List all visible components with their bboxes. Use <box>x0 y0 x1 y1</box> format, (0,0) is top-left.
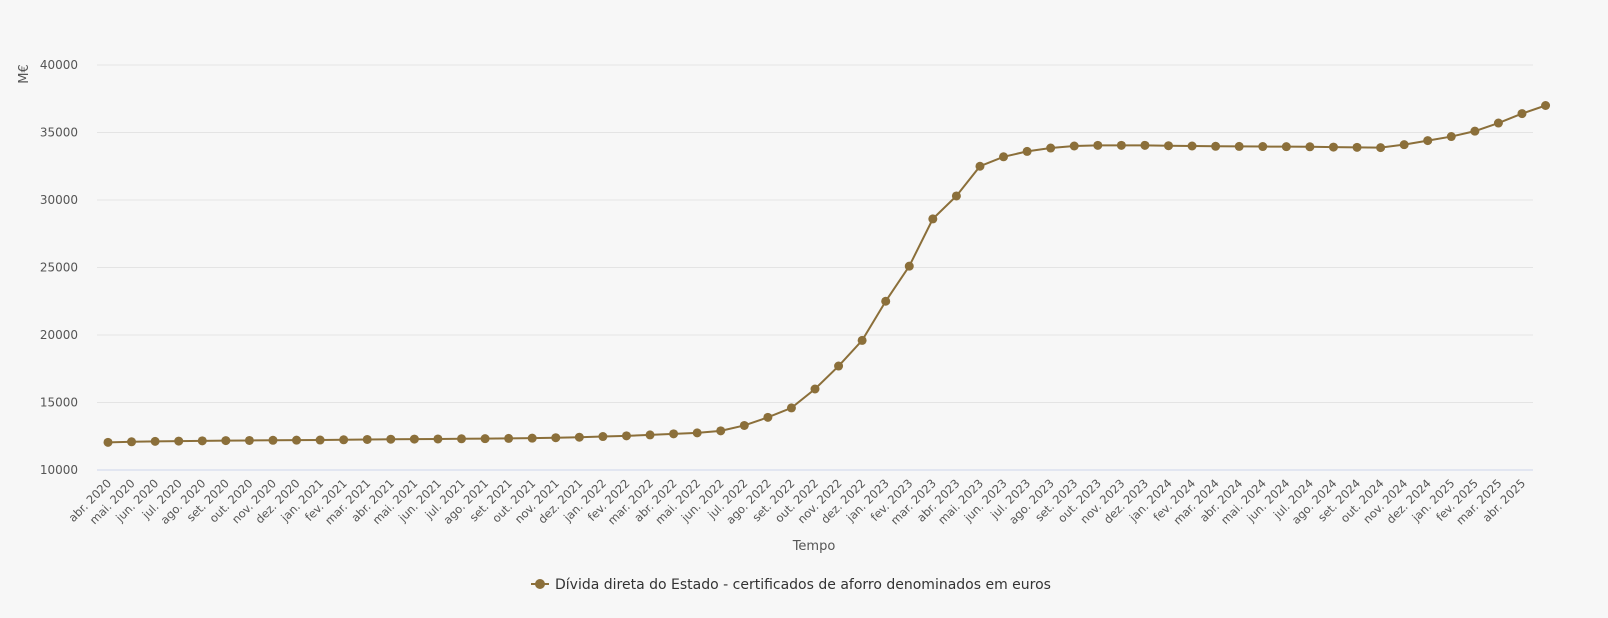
data-point[interactable] <box>150 436 160 446</box>
data-point[interactable] <box>244 435 254 445</box>
y-tick-label: 30000 <box>40 193 78 207</box>
data-point[interactable] <box>433 434 443 444</box>
data-point[interactable] <box>786 403 796 413</box>
data-point[interactable] <box>527 433 537 443</box>
data-point[interactable] <box>574 432 584 442</box>
data-point[interactable] <box>669 429 679 439</box>
data-point[interactable] <box>999 152 1009 162</box>
data-point[interactable] <box>834 361 844 371</box>
data-point[interactable] <box>1281 142 1291 152</box>
legend[interactable]: Dívida direta do Estado - certificados d… <box>531 577 1051 593</box>
data-point[interactable] <box>1423 136 1433 146</box>
data-point[interactable] <box>315 435 325 445</box>
data-point[interactable] <box>1069 141 1079 151</box>
data-point[interactable] <box>504 433 514 443</box>
y-tick-label: 25000 <box>40 261 78 275</box>
y-tick-label: 35000 <box>40 126 78 140</box>
data-point[interactable] <box>409 434 419 444</box>
data-point[interactable] <box>551 433 561 443</box>
data-point[interactable] <box>1093 140 1103 150</box>
data-point[interactable] <box>174 436 184 446</box>
data-point[interactable] <box>904 261 914 271</box>
data-point[interactable] <box>386 434 396 444</box>
data-point[interactable] <box>763 412 773 422</box>
y-tick-label: 15000 <box>40 396 78 410</box>
data-point[interactable] <box>1116 140 1126 150</box>
data-point[interactable] <box>1187 141 1197 151</box>
data-point[interactable] <box>857 335 867 345</box>
data-point[interactable] <box>810 384 820 394</box>
legend-marker-icon <box>535 579 545 589</box>
data-point[interactable] <box>480 434 490 444</box>
data-point[interactable] <box>1046 143 1056 153</box>
data-point[interactable] <box>1376 143 1386 153</box>
y-tick-label: 40000 <box>40 58 78 72</box>
legend-item-label: Dívida direta do Estado - certificados d… <box>555 577 1051 593</box>
data-point[interactable] <box>621 431 631 441</box>
data-point[interactable] <box>221 436 231 446</box>
data-point[interactable] <box>716 426 726 436</box>
x-axis-title: Tempo <box>792 539 836 554</box>
data-point[interactable] <box>1328 142 1338 152</box>
data-point[interactable] <box>739 420 749 430</box>
data-point[interactable] <box>1022 146 1032 156</box>
data-point[interactable] <box>928 214 938 224</box>
data-point[interactable] <box>1140 140 1150 150</box>
data-point[interactable] <box>645 430 655 440</box>
series-markers <box>103 101 1551 447</box>
data-point[interactable] <box>1399 140 1409 150</box>
data-point[interactable] <box>197 436 207 446</box>
data-point[interactable] <box>692 428 702 438</box>
y-axis-title: M€ <box>17 64 32 84</box>
data-point[interactable] <box>881 296 891 306</box>
data-point[interactable] <box>1234 141 1244 151</box>
data-point[interactable] <box>1493 118 1503 128</box>
data-point[interactable] <box>1352 142 1362 152</box>
data-point[interactable] <box>1541 101 1551 110</box>
data-point[interactable] <box>1305 142 1315 152</box>
gridlines <box>97 64 1533 403</box>
series-group <box>103 101 1551 447</box>
series-line <box>107 104 1546 444</box>
data-point[interactable] <box>103 437 113 447</box>
data-point[interactable] <box>975 161 985 171</box>
data-point[interactable] <box>457 434 466 444</box>
data-point[interactable] <box>292 435 302 445</box>
data-point[interactable] <box>339 435 349 445</box>
y-tick-label: 10000 <box>40 463 78 477</box>
data-point[interactable] <box>1164 141 1173 151</box>
data-point[interactable] <box>1517 109 1527 119</box>
y-tick-label: 20000 <box>40 328 78 342</box>
data-point[interactable] <box>1446 132 1456 142</box>
data-point[interactable] <box>362 434 372 444</box>
data-point[interactable] <box>1470 126 1480 136</box>
data-point[interactable] <box>127 437 137 447</box>
data-point[interactable] <box>1258 142 1268 152</box>
data-point[interactable] <box>598 432 608 442</box>
data-point[interactable] <box>1211 141 1221 151</box>
data-point[interactable] <box>951 191 961 201</box>
data-point[interactable] <box>268 435 278 445</box>
y-axis-ticks: 10000 15000 20000 25000 30000 35000 40000 <box>40 58 78 477</box>
